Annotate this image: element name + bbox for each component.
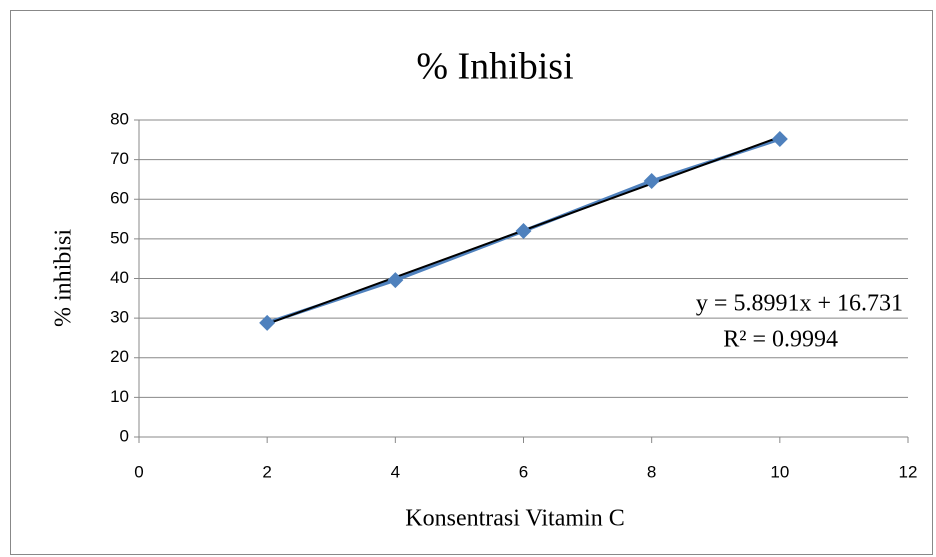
x-tick-label: 10 [770,462,789,481]
x-tick-label: 6 [519,462,528,481]
data-point [387,272,404,289]
x-tick-label: 12 [899,462,918,481]
y-tick-label: 70 [110,149,129,168]
data-point [515,222,532,239]
x-axis-label: Konsentrasi Vitamin C [405,506,624,532]
x-tick-label: 4 [391,462,400,481]
y-tick-label: 30 [110,308,129,327]
x-tick-label: 8 [647,462,656,481]
y-tick-label: 60 [110,189,129,208]
y-tick-label: 20 [110,347,129,366]
y-tick-label: 50 [110,228,129,247]
chart-title: % Inhibisi [416,46,573,88]
data-point [771,131,788,148]
x-tick-label: 2 [262,462,271,481]
y-tick-label: 10 [110,387,129,406]
chart-border [10,10,933,555]
data-point [643,173,660,190]
y-axis-label: % inhibisi [51,229,77,327]
data-point [259,314,276,331]
y-tick-label: 80 [110,109,129,128]
trendline-equation: y = 5.8991x + 16.731 [696,291,903,317]
x-tick-label: 0 [134,462,143,481]
y-tick-label: 0 [120,426,129,445]
trendline-r-squared: R² = 0.9994 [723,327,838,353]
y-tick-label: 40 [110,268,129,287]
